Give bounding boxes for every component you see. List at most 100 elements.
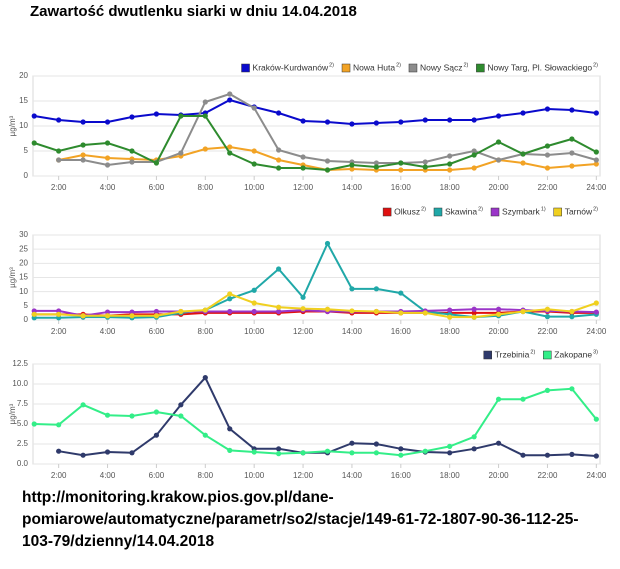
data-point <box>471 165 477 171</box>
data-point <box>178 413 184 419</box>
data-point <box>178 150 184 156</box>
legend-note: 2) <box>329 62 334 68</box>
data-point <box>447 117 453 123</box>
legend-swatch <box>241 63 250 73</box>
y-tick-label: 12.5 <box>12 359 28 368</box>
y-tick-label: 5.0 <box>17 419 29 428</box>
x-tick-label: 8:00 <box>198 327 214 336</box>
x-tick-label: 8:00 <box>198 471 214 480</box>
data-point <box>129 450 135 456</box>
data-point <box>422 448 428 454</box>
data-point <box>104 155 111 161</box>
x-tick-label: 4:00 <box>100 471 116 480</box>
data-point <box>80 313 86 319</box>
data-point <box>544 165 551 171</box>
data-point <box>495 157 502 163</box>
x-tick-label: 10:00 <box>244 327 265 336</box>
x-tick-label: 24:00 <box>586 327 607 336</box>
data-point <box>373 441 379 447</box>
legend-note: 2) <box>593 206 598 212</box>
data-point <box>300 294 306 300</box>
x-tick-label: 4:00 <box>100 183 116 192</box>
data-point <box>447 307 453 313</box>
source-url: http://monitoring.krakow.pios.gov.pl/dan… <box>22 489 579 550</box>
data-point <box>569 308 575 315</box>
data-point <box>56 448 62 454</box>
data-point <box>569 451 575 457</box>
data-point <box>56 148 62 154</box>
data-point <box>129 148 135 154</box>
data-point <box>104 449 111 455</box>
data-point <box>520 308 526 315</box>
x-tick-label: 18:00 <box>440 327 461 336</box>
legend-label: Tarnów <box>565 206 593 216</box>
legend-item: Nowy Sącz 2) <box>408 62 469 73</box>
y-tick-label: 0.0 <box>17 459 29 468</box>
x-tick-label: 8:00 <box>198 183 214 192</box>
data-point <box>227 308 233 315</box>
x-tick-label: 18:00 <box>440 471 461 480</box>
legend-note: 2) <box>421 206 426 212</box>
data-point <box>202 432 208 438</box>
data-point <box>227 426 233 432</box>
legend-note: 1) <box>541 206 546 212</box>
data-point <box>227 447 233 453</box>
data-point <box>495 306 502 312</box>
data-point <box>31 113 37 119</box>
x-tick-label: 20:00 <box>489 183 510 192</box>
x-tick-label: 14:00 <box>342 471 363 480</box>
x-tick-label: 16:00 <box>391 327 412 336</box>
y-tick-label: 20 <box>19 258 28 267</box>
data-point <box>398 160 404 166</box>
data-point <box>276 165 282 171</box>
legend-swatch <box>382 207 392 217</box>
data-point <box>56 157 62 163</box>
data-point <box>349 121 355 127</box>
data-point <box>398 446 404 452</box>
data-point <box>56 422 62 428</box>
legend-swatch <box>476 63 485 73</box>
y-tick-label: 20 <box>19 71 28 80</box>
data-point <box>593 309 599 315</box>
data-point <box>324 306 331 312</box>
data-point <box>202 113 208 119</box>
data-point <box>447 443 453 449</box>
data-point <box>495 440 502 446</box>
data-point <box>447 161 453 167</box>
data-point <box>31 311 37 317</box>
x-tick-label: 2:00 <box>51 183 67 192</box>
legend-item: Szymbark 1) <box>490 206 546 217</box>
data-point <box>398 167 404 173</box>
data-point <box>153 313 160 319</box>
data-point <box>178 402 184 408</box>
data-point <box>593 161 599 167</box>
legend-swatch <box>543 350 552 360</box>
data-point <box>593 110 599 116</box>
charts: 0 5 10 15 20 2:00 4:00 6:00 8:00 10:00 12:00 14:00 1… <box>8 62 607 480</box>
data-point <box>593 453 599 459</box>
data-point <box>593 416 599 422</box>
data-point <box>398 290 404 296</box>
data-point <box>202 375 208 381</box>
plot-frame <box>32 363 601 465</box>
page-title: Zawartość dwutlenku siarki w dniu 14.04.… <box>30 3 357 20</box>
series-line <box>34 292 597 319</box>
legend-note: 2) <box>478 206 483 212</box>
data-point <box>129 413 135 419</box>
y-tick-label: 5 <box>24 301 29 310</box>
data-point <box>129 313 135 319</box>
data-point <box>227 150 233 156</box>
legend-item: Kraków-Kurdwanów 2) <box>241 62 334 73</box>
data-point <box>373 450 379 456</box>
data-point <box>495 139 502 145</box>
x-tick-label: 24:00 <box>586 471 607 480</box>
legend-item: Trzebinia 2) <box>483 349 535 360</box>
data-point <box>471 306 477 312</box>
data-point <box>276 446 282 452</box>
data-point <box>251 287 257 293</box>
data-point <box>202 146 208 152</box>
legend-label: Skawina <box>445 206 477 216</box>
legend-item: Skawina 2) <box>433 206 483 217</box>
y-axis-label: µg/m³ <box>8 267 17 288</box>
